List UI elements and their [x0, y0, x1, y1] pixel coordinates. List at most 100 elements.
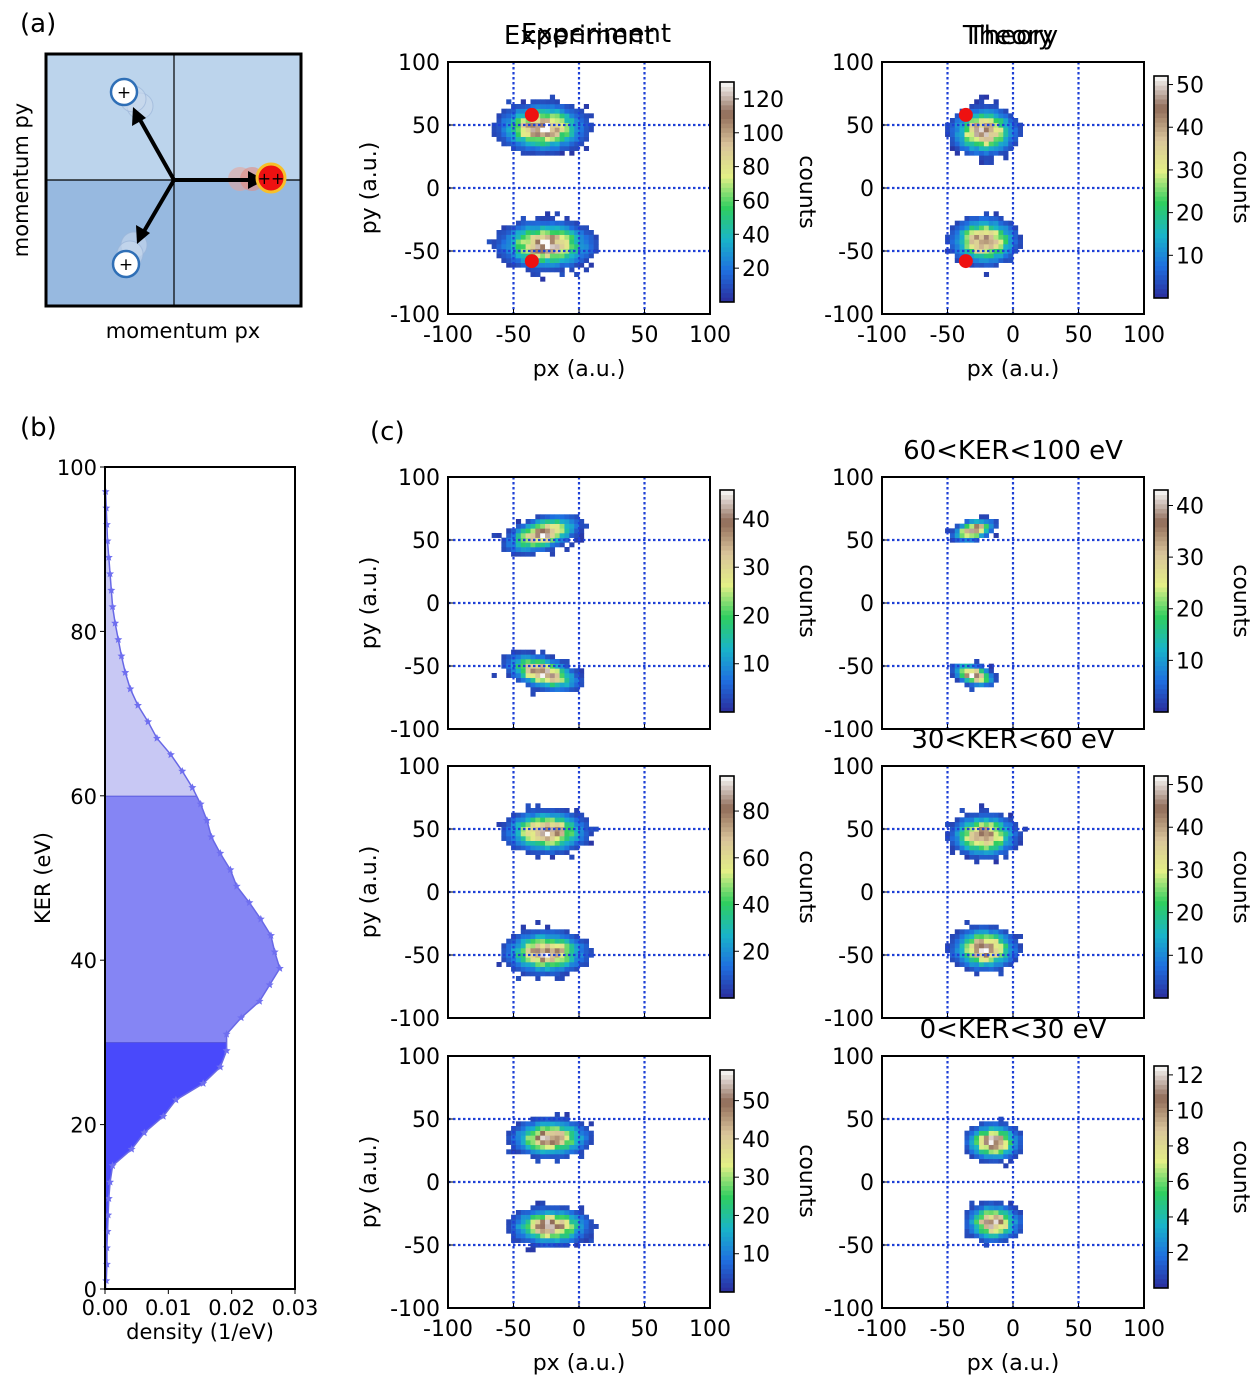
heatmap-cell: [564, 514, 570, 520]
heatmap-cell: [983, 677, 990, 683]
heatmap-cell: [979, 682, 985, 688]
heatmap-cell: [988, 1219, 994, 1225]
heatmap-cell: [969, 1210, 975, 1215]
colorbar-segment: [720, 887, 734, 893]
heatmap-cell: [1003, 146, 1009, 151]
heatmap-cell: [993, 1219, 999, 1225]
heatmap-cell: [988, 141, 994, 147]
heatmap-cell: [564, 682, 570, 688]
heatmap-cell: [969, 141, 975, 147]
heatmap-cell: [974, 537, 980, 543]
heatmap-cell: [506, 943, 512, 949]
heatmap-cell: [554, 934, 560, 939]
colorbar-tick-label: 40: [742, 508, 770, 533]
heatmap-cell: [559, 1228, 565, 1234]
colorbar-segment: [720, 1287, 734, 1293]
colorbar-segment: [1154, 633, 1168, 639]
heatmap-cell: [1017, 239, 1023, 245]
heatmap-cell: [588, 113, 594, 119]
heatmap-cell: [530, 1238, 536, 1243]
heatmap-cell: [564, 523, 570, 529]
colorbar-tick-label: 30: [1176, 546, 1204, 571]
colorbar-tick-label: 40: [1176, 816, 1204, 841]
heatmap-cell: [545, 537, 551, 543]
heatmap-cell: [564, 1205, 570, 1211]
heatmap-cell: [974, 966, 980, 972]
heatmap-cell: [1008, 1205, 1014, 1211]
heatmap-cell: [1008, 831, 1014, 837]
heatmap-cell: [998, 216, 1004, 221]
heatmap-cell: [545, 234, 551, 240]
heatmap-cell: [979, 258, 985, 263]
heatmap-cell: [993, 141, 999, 147]
heatmap-cell: [983, 225, 990, 231]
heatmap-cell: [574, 822, 580, 827]
heatmap-cell: [583, 831, 589, 837]
heatmap-cell: [501, 948, 507, 953]
heatmap-cell: [564, 836, 570, 841]
heatmap-cell: [993, 1149, 999, 1155]
heatmap-cell: [545, 248, 551, 254]
heatmap-cell: [530, 220, 536, 226]
colorbar-segment: [720, 233, 734, 239]
colorbar-segment: [720, 877, 734, 883]
heatmap-cell: [1003, 948, 1009, 953]
heatmap-cell: [588, 1219, 594, 1225]
heatmap-cell: [564, 118, 570, 123]
heatmap-cell: [979, 812, 985, 818]
heatmap-cell: [520, 659, 526, 664]
heatmap-cell: [554, 663, 560, 669]
heatmap-cell: [569, 122, 575, 128]
colorbar-segment: [720, 274, 734, 280]
heatmap-cell: [530, 687, 536, 692]
heatmap-cell: [535, 826, 541, 832]
heatmap-cell: [545, 99, 551, 105]
ker-density-point: [106, 569, 115, 578]
heatmap-cell: [535, 957, 541, 963]
heatmap-cell: [540, 99, 546, 105]
colorbar-segment: [1154, 665, 1168, 671]
heatmap-cell: [515, 1149, 522, 1155]
heatmap-cell: [974, 929, 980, 935]
heatmap-cell: [540, 514, 546, 520]
heatmap-cell: [545, 682, 551, 688]
heatmap-cell: [501, 113, 507, 119]
heatmap-cell: [1003, 132, 1009, 137]
heatmap-cell: [530, 533, 536, 538]
heatmap-cell: [969, 1140, 975, 1145]
heatmap-cell: [998, 840, 1004, 846]
heatmap-cell: [540, 957, 546, 963]
heatmap-cell: [974, 99, 980, 105]
heatmap-cell: [535, 840, 541, 846]
heatmap-cell: [583, 132, 589, 137]
colorbar-segment: [720, 1130, 734, 1136]
colorbar-segment: [1154, 928, 1168, 934]
y-tick-label: 100: [832, 51, 874, 76]
heatmap-cell: [969, 1135, 975, 1141]
heatmap-cell: [545, 957, 551, 963]
colorbar-segment: [1154, 882, 1168, 888]
heatmap-cell: [520, 924, 526, 930]
heatmap-cell: [540, 108, 546, 114]
heatmap-cell: [496, 113, 502, 119]
heatmap-cell: [1008, 122, 1014, 128]
heatmap-cell: [520, 943, 526, 949]
heatmap-cell: [525, 1214, 531, 1220]
heatmap-cell: [954, 668, 960, 674]
y-tick-label: -50: [838, 944, 874, 969]
heatmap-cell: [949, 836, 956, 841]
heatmap-cell: [969, 663, 975, 669]
heatmap-cell: [564, 262, 570, 268]
heatmap-cell: [988, 244, 994, 249]
heatmap-cell: [506, 836, 512, 841]
heatmap-cell: [549, 1154, 556, 1159]
y-tick-label: 0: [84, 1278, 97, 1302]
ker-density-point: [188, 783, 197, 791]
heatmap-cell: [579, 1233, 585, 1239]
heatmap-cell: [993, 253, 999, 259]
heatmap-cell: [998, 929, 1004, 935]
colorbar-segment: [720, 527, 734, 533]
heatmap-cell: [525, 836, 531, 841]
colorbar-segment: [720, 702, 734, 708]
ker-density-point: [255, 997, 264, 1005]
